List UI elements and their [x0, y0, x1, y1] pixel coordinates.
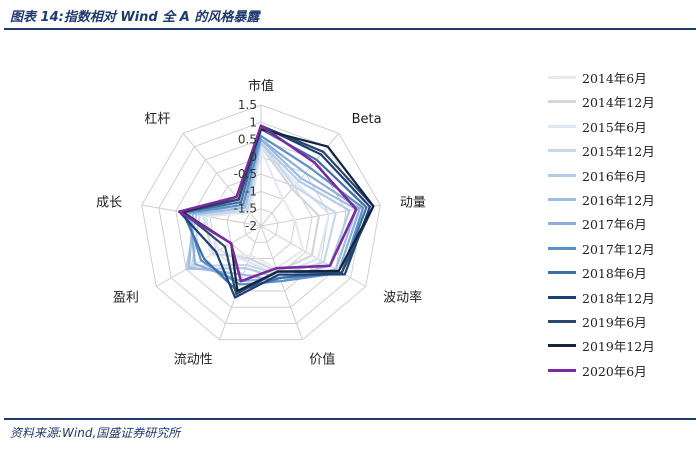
- radar-series: [178, 124, 375, 299]
- legend-swatch: [548, 197, 576, 201]
- grid-ring: [192, 156, 330, 292]
- top-rule: [4, 28, 696, 30]
- axis-label: 杠杆: [144, 111, 170, 127]
- legend-item: 2018年6月: [548, 261, 696, 285]
- radar-grid: [141, 104, 381, 341]
- axis-label: 市值: [248, 78, 274, 94]
- legend-item: 2015年12月: [548, 139, 696, 163]
- legend-item: 2016年12月: [548, 188, 696, 212]
- legend-swatch: [548, 173, 576, 177]
- legend-label: 2015年6月: [582, 119, 647, 135]
- legend-label: 2019年6月: [582, 314, 647, 330]
- legend-item: 2019年12月: [548, 334, 696, 358]
- legend-swatch: [548, 76, 576, 79]
- series-line: [191, 141, 337, 276]
- legend-item: 2019年6月: [548, 310, 696, 334]
- legend-label: 2017年6月: [582, 217, 647, 233]
- legend-swatch: [548, 246, 576, 250]
- legend-swatch: [548, 295, 576, 299]
- legend-swatch: [548, 344, 576, 348]
- grid-spoke: [260, 225, 303, 340]
- legend-swatch: [548, 149, 576, 153]
- legend-swatch: [548, 319, 576, 323]
- radial-tick-label: -0.5: [234, 167, 257, 181]
- bottom-rule: [4, 418, 696, 420]
- grid-spoke: [219, 225, 262, 340]
- legend-item: 2014年6月: [548, 66, 696, 90]
- radial-ticks: 1.5 1 0.5 0 -0.5 -1 -1.5 -2: [234, 98, 257, 233]
- legend-label: 2019年12月: [582, 339, 655, 355]
- grid-spoke: [260, 132, 340, 227]
- axis-label: 成长: [96, 196, 122, 211]
- grid-spoke: [260, 225, 367, 287]
- radial-tick-label: -1: [245, 184, 257, 198]
- legend-item: 2016年6月: [548, 164, 696, 188]
- grid-ring: [243, 208, 279, 243]
- grid-ring: [141, 104, 381, 341]
- legend-swatch: [548, 222, 576, 226]
- title-bar: 图表 14:指数相对 Wind 全 A 的风格暴露: [4, 3, 696, 27]
- legend-label: 2014年6月: [582, 71, 647, 86]
- radial-tick-label: -2: [245, 219, 257, 233]
- axis-label: 流动性: [174, 353, 213, 368]
- radial-tick-label: -1.5: [234, 202, 257, 216]
- axis-label: 价值: [309, 352, 335, 368]
- radial-tick-label: 0.5: [238, 133, 257, 147]
- legend-label: 2016年12月: [582, 192, 655, 208]
- legend-label: 2014年12月: [582, 95, 655, 111]
- legend-item: 2018年12月: [548, 286, 696, 310]
- legend-swatch: [548, 368, 576, 372]
- series-line: [181, 124, 375, 296]
- radial-tick-label: 0: [249, 150, 257, 164]
- legend-swatch: [548, 100, 576, 104]
- grid-ring: [175, 139, 347, 308]
- legend-item: 2017年12月: [548, 237, 696, 261]
- legend-item: 2017年6月: [548, 212, 696, 236]
- legend: 2014年6月 2014年12月 2015年6月 2015年12月 2016年6月 201…: [548, 66, 696, 383]
- legend-item: 2014年12月: [548, 90, 696, 114]
- legend-label: 2015年12月: [582, 144, 655, 160]
- legend-label: 2017年12月: [582, 241, 655, 257]
- legend-label: 2020年6月: [582, 363, 647, 379]
- series-line: [178, 124, 358, 283]
- legend-item: 2015年6月: [548, 115, 696, 139]
- radial-tick-label: 1: [249, 115, 257, 129]
- legend-swatch: [548, 271, 576, 275]
- chart-title: 图表 14:指数相对 Wind 全 A 的风格暴露: [10, 10, 260, 25]
- legend-label: 2018年12月: [582, 290, 655, 306]
- radial-tick-label: 1.5: [238, 98, 257, 112]
- legend-swatch: [548, 124, 576, 128]
- axis-label: 盈利: [113, 291, 139, 306]
- series-line: [205, 148, 304, 270]
- axis-label: Beta: [352, 112, 382, 127]
- axis-label: 动量: [400, 196, 426, 211]
- legend-label: 2018年6月: [582, 266, 647, 282]
- source-note: 资料来源:Wind,国盛证券研究所: [10, 426, 181, 440]
- axis-label: 波动率: [383, 290, 422, 306]
- legend-label: 2016年6月: [582, 168, 647, 184]
- grid-spoke: [155, 225, 262, 287]
- legend-item: 2020年6月: [548, 359, 696, 383]
